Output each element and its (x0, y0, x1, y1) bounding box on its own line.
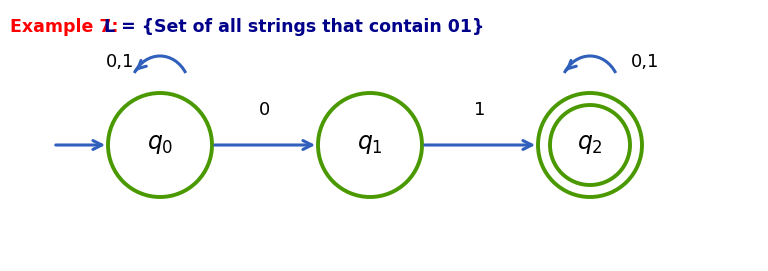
Text: $q_0$: $q_0$ (147, 134, 174, 156)
Text: Example 7:: Example 7: (10, 18, 118, 36)
Text: 0: 0 (260, 101, 270, 119)
Text: L = {Set of all strings that contain 01}: L = {Set of all strings that contain 01} (98, 18, 485, 36)
Text: 0,1: 0,1 (106, 53, 134, 71)
Text: $q_1$: $q_1$ (357, 134, 383, 156)
Text: 0,1: 0,1 (631, 53, 659, 71)
Text: $q_2$: $q_2$ (577, 134, 603, 156)
Text: 1: 1 (475, 101, 485, 119)
